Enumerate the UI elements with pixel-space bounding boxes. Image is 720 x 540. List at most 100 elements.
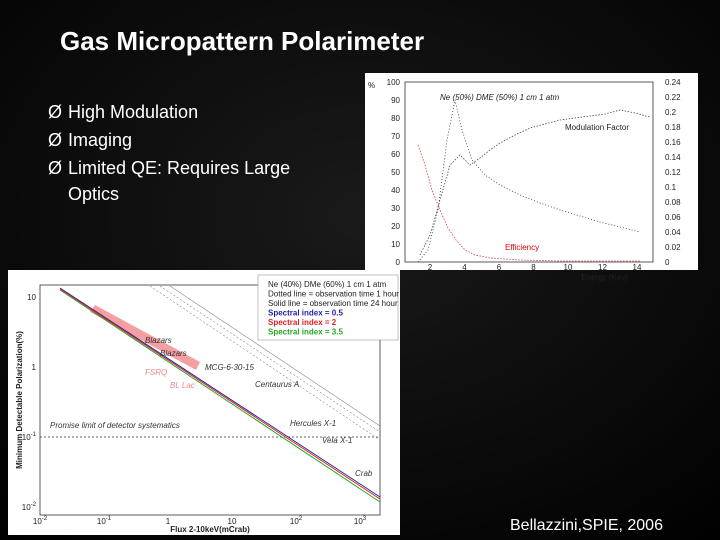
x-tick-label: 12 [598,263,607,272]
y2-tick-label: 0.18 [665,123,681,132]
y2-tick-label: 0.24 [665,78,681,87]
tick-base: 10 [33,517,42,526]
tick-label: 1 [166,517,171,526]
tick-exponent: 2 [299,516,303,522]
y-tick-label: 90 [391,96,400,105]
curve-label: Modulation Factor [565,123,629,132]
x-tick-label: 8 [531,263,536,272]
y-tick-label: 50 [391,168,400,177]
legend-entry: Solid line = observation time 24 hour [268,299,398,308]
legend-entry: Dotted line = observation time 1 hour [268,290,399,299]
x-tick-label: 6 [497,263,502,272]
y2-tick-label: 0.08 [665,198,681,207]
tick-exponent: -2 [31,502,37,508]
tick-label: 1 [32,363,37,372]
tick-label: 10-1 [22,432,37,442]
y2-tick-label: 0.14 [665,153,681,162]
tick-base: 10 [228,517,237,526]
y2-tick-label: 0.2 [665,108,677,117]
annotation: Blazars [160,349,187,358]
annotation: Centaurus A [255,380,299,389]
citation: Bellazzini,SPIE, 2006 [510,517,663,534]
annotation: FSRQ [145,368,167,377]
annotation: BL Lac [170,381,195,390]
plot-frame [404,81,654,263]
y2-tick-label: 0.16 [665,138,681,147]
x-tick-label: 2 [428,263,433,272]
annotation: Crab [355,469,373,478]
plot-frame [39,284,381,516]
y2-tick-label: 0.1 [665,183,677,192]
y-axis-label: Minimum Detectable Polarization(%) [15,331,24,469]
y-tick-label: 10 [391,240,400,249]
legend-entry: Ne (40%) DMe (60%) 1 cm 1 atm [268,280,387,289]
tick-exponent: -2 [42,516,48,522]
x-tick-label: 14 [633,263,642,272]
curve-green [59,289,381,503]
y-tick-label: 60 [391,150,400,159]
annotation: Promise limit of detector systematics [50,421,180,430]
legend-box [257,274,399,341]
legend-entry: Spectral index = 2 [268,318,337,327]
y-tick-label: 70 [391,132,400,141]
curve-blue [59,287,381,498]
tick-base: 10 [22,503,31,512]
tick-base: 1 [166,517,171,526]
y-tick-label: 0 [396,258,401,267]
tick-exponent: 3 [363,516,367,522]
tick-base: 10 [290,517,299,526]
modulation-curve [419,109,651,256]
x-tick-label: 4 [462,263,467,272]
tick-label: 10-2 [33,516,48,526]
y-tick-label: 30 [391,204,400,213]
bullet-text: Imaging [68,130,132,150]
y2-tick-label: 0.02 [665,243,681,252]
figure-bottom: Minimum Detectable Polarization(%) Flux … [15,274,399,534]
bullet-text: Limited QE: Requires Large [68,158,290,178]
figure-top-panel [365,73,698,270]
tick-base: 10 [22,433,31,442]
x-axis-label: Energy (Kev) [581,273,628,282]
x-axis-label: Flux 2-10keV(mCrab) [170,525,250,534]
efficiency-curve [417,144,640,262]
tick-label: 10 [27,293,36,302]
slide-title: Gas Micropattern Polarimeter [60,26,424,56]
bullet-marker: Ø [48,102,62,122]
annotation: Blazars [145,336,172,345]
tick-label: 102 [290,516,303,526]
bullet-marker: Ø [48,130,62,150]
curve-thin [169,285,381,427]
y2-tick-label: 0.04 [665,228,681,237]
y-unit: % [368,81,375,90]
bullet-text: Optics [68,184,119,204]
tick-base: 1 [32,363,37,372]
y2-tick-label: 0.22 [665,93,681,102]
tick-exponent: -1 [31,432,37,438]
tick-base: 10 [27,293,36,302]
y-tick-label: 40 [391,186,400,195]
tick-label: 10-2 [22,502,37,512]
bullet-marker: Ø [48,158,62,178]
curve-label: Efficiency [505,243,539,252]
annotation: Vela X-1 [322,436,352,445]
y-tick-label: 80 [391,114,400,123]
tick-exponent: -1 [106,516,112,522]
tick-base: 10 [354,517,363,526]
legend-entry: Spectral index = 3.5 [268,328,343,337]
curve-dotted [159,285,381,433]
tick-label: 10-1 [97,516,112,526]
y2-tick-label: 0.06 [665,213,681,222]
figure-title: Ne (50%) DME (50%) 1 cm 1 atm [440,93,559,102]
x-tick-label: 10 [564,263,573,272]
y-tick-label: 100 [387,78,401,87]
annotation: MCG-6-30-15 [205,363,254,372]
tick-label: 10 [228,517,237,526]
tick-base: 10 [97,517,106,526]
curve-red [59,288,381,500]
y-tick-label: 20 [391,222,400,231]
shaded-region [90,305,200,370]
bullet-list: Ø High Modulation Ø Imaging Ø Limited QE: Req… [48,102,290,204]
tick-label: 103 [354,516,367,526]
